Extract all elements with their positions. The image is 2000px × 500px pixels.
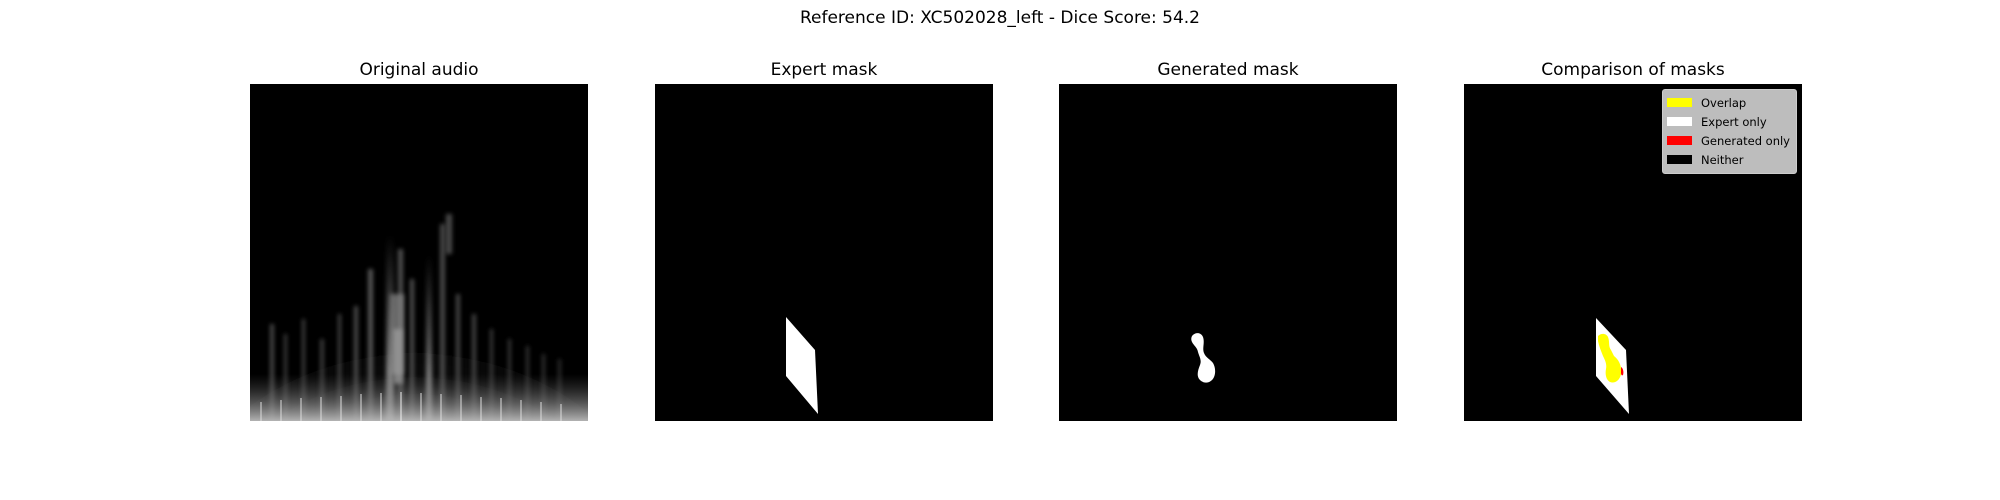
legend-label-generated-only: Generated only: [1701, 133, 1790, 148]
legend-label-neither: Neither: [1701, 152, 1744, 167]
panel-title-expert-mask: Expert mask: [770, 60, 878, 80]
generated-mask-image: [1059, 84, 1397, 421]
generated-only-region: [1621, 367, 1624, 376]
legend-label-overlap: Overlap: [1701, 95, 1747, 110]
legend-swatch-neither: [1667, 155, 1692, 164]
legend-item-generated-only: Generated only: [1663, 131, 1796, 150]
panel-title-original-audio: Original audio: [359, 60, 479, 80]
spectrogram-svg: [250, 84, 588, 421]
legend-swatch-overlap: [1667, 98, 1692, 107]
legend-item-expert-only: Expert only: [1663, 112, 1796, 131]
legend-item-overlap: Overlap: [1663, 93, 1796, 112]
legend-swatch-expert-only: [1667, 117, 1692, 126]
expert-mask-region: [786, 317, 818, 414]
expert-mask-image: [655, 84, 993, 421]
legend: Overlap Expert only Generated only Neith…: [1662, 89, 1797, 174]
figure-title: Reference ID: XC502028_left - Dice Score…: [799, 8, 1200, 28]
panel-title-comparison: Comparison of masks: [1541, 60, 1725, 80]
legend-swatch-generated-only: [1667, 136, 1692, 145]
overlap-region: [1598, 333, 1622, 383]
legend-label-expert-only: Expert only: [1701, 114, 1767, 129]
comparison-image: Overlap Expert only Generated only Neith…: [1464, 84, 1802, 421]
spectrogram-image: [250, 84, 588, 421]
expert-mask-svg: [655, 84, 993, 421]
generated-mask-region: [1191, 333, 1216, 383]
generated-mask-svg: [1059, 84, 1397, 421]
legend-item-neither: Neither: [1663, 150, 1796, 169]
panel-title-generated-mask: Generated mask: [1157, 60, 1299, 80]
